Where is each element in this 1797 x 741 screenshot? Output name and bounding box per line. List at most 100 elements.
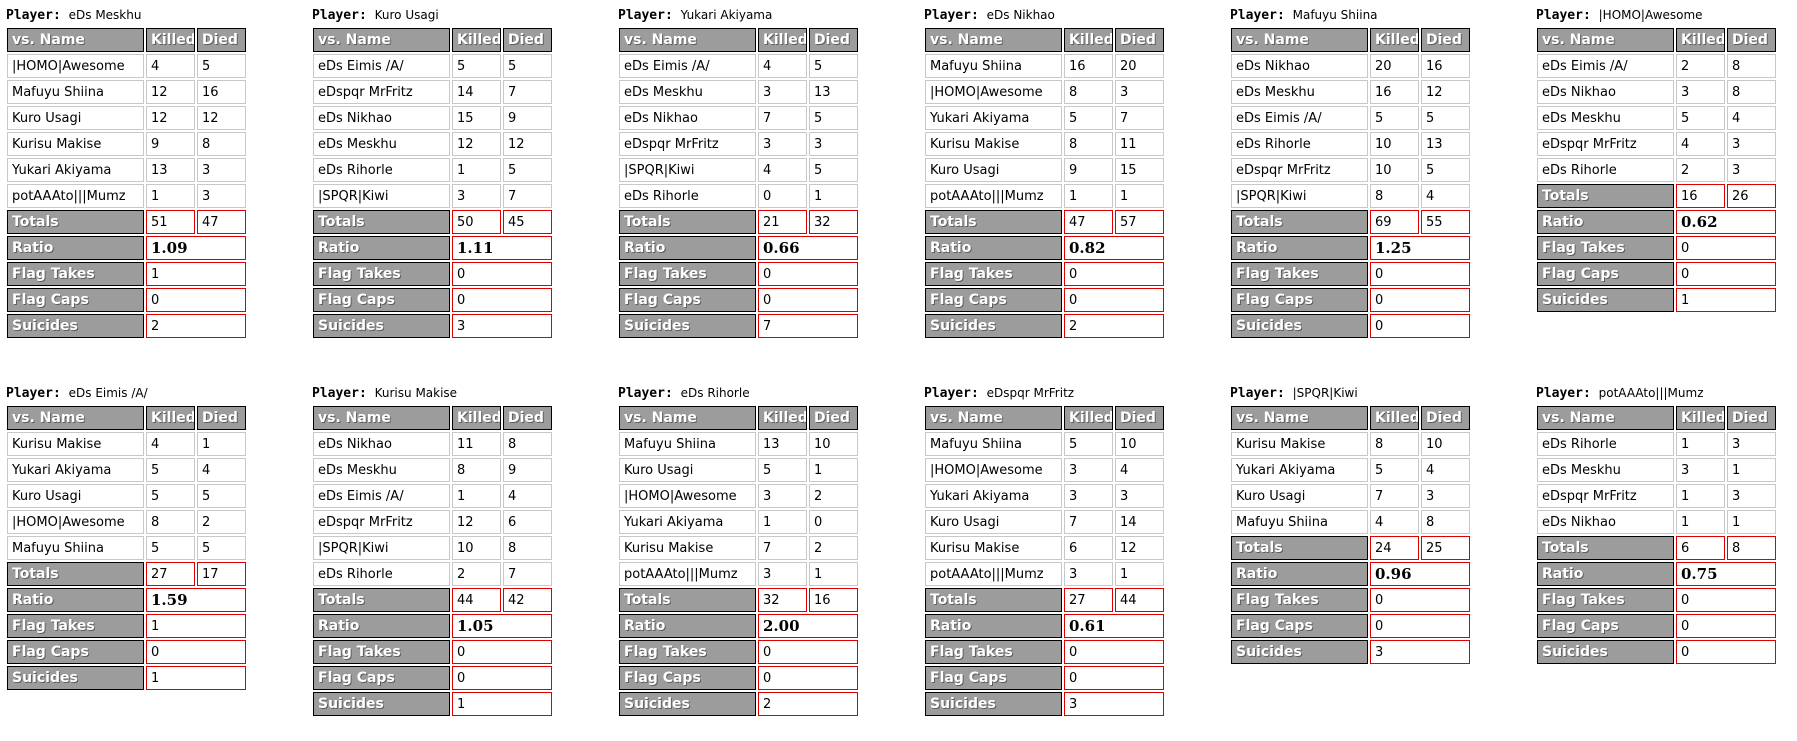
flag-caps-row: Flag Caps 0 xyxy=(619,288,858,312)
totals-died-cell: 8 xyxy=(1727,536,1776,560)
opponent-died-cell: 3 xyxy=(1727,132,1776,156)
player-name: eDs Eimis /A/ xyxy=(68,386,148,400)
totals-label-cell: Totals xyxy=(313,588,450,612)
header-row: vs. Name Killed Died xyxy=(925,28,1164,52)
opponent-killed-cell: 3 xyxy=(758,484,807,508)
flag-caps-row: Flag Caps 0 xyxy=(313,288,552,312)
totals-row: Totals 21 32 xyxy=(619,210,858,234)
flag-takes-label-cell: Flag Takes xyxy=(1537,236,1674,260)
opponent-died-cell: 15 xyxy=(1115,158,1164,182)
player-name: eDs Rihorle xyxy=(680,386,750,400)
flag-takes-row: Flag Takes 0 xyxy=(925,640,1164,664)
player-label: Player: eDs Meskhu xyxy=(6,8,248,23)
suicides-row: Suicides 3 xyxy=(313,314,552,338)
opponent-killed-cell: 7 xyxy=(758,536,807,560)
player-label: Player: Kurisu Makise xyxy=(312,386,554,401)
suicides-value-cell: 0 xyxy=(1370,314,1470,338)
player-name: |SPQR|Kiwi xyxy=(1292,386,1358,400)
opponent-row: Kuro Usagi 5 1 xyxy=(619,458,858,482)
player-stats-table: Player: eDs Eimis /A/ vs. Name Killed Di… xyxy=(5,384,248,692)
opponent-died-cell: 4 xyxy=(1421,184,1470,208)
totals-died-cell: 16 xyxy=(809,588,858,612)
opponent-name-cell: eDs Eimis /A/ xyxy=(619,54,756,78)
totals-died-cell: 32 xyxy=(809,210,858,234)
player-label-prefix: Player: xyxy=(618,8,673,23)
opponent-died-cell: 1 xyxy=(1115,184,1164,208)
opponent-row: Kurisu Makise 4 1 xyxy=(7,432,246,456)
flag-takes-label-cell: Flag Takes xyxy=(619,262,756,286)
opponent-killed-cell: 5 xyxy=(146,536,195,560)
opponent-row: Mafuyu Shiina 16 20 xyxy=(925,54,1164,78)
stats-grid-row-bottom: Player: eDs Eimis /A/ vs. Name Killed Di… xyxy=(5,384,1797,718)
opponent-died-cell: 3 xyxy=(809,132,858,156)
opponent-died-cell: 12 xyxy=(197,106,246,130)
totals-row: Totals 27 17 xyxy=(7,562,246,586)
opponent-row: |HOMO|Awesome 3 4 xyxy=(925,458,1164,482)
col-header-killed: Killed xyxy=(1370,28,1419,52)
player-stats-table: Player: Mafuyu Shiina vs. Name Killed Di… xyxy=(1229,6,1472,340)
opponent-died-cell: 9 xyxy=(503,106,552,130)
totals-died-cell: 42 xyxy=(503,588,552,612)
flag-takes-label-cell: Flag Takes xyxy=(7,262,144,286)
ratio-value-cell: 1.11 xyxy=(452,236,552,260)
opponent-name-cell: eDs Meskhu xyxy=(1231,80,1368,104)
suicides-row: Suicides 1 xyxy=(1537,288,1776,312)
totals-label-cell: Totals xyxy=(1537,536,1674,560)
flag-takes-label-cell: Flag Takes xyxy=(313,262,450,286)
opponent-name-cell: Kurisu Makise xyxy=(7,432,144,456)
opponent-died-cell: 3 xyxy=(1421,484,1470,508)
opponent-died-cell: 11 xyxy=(1115,132,1164,156)
totals-killed-cell: 47 xyxy=(1064,210,1113,234)
totals-killed-cell: 16 xyxy=(1676,184,1725,208)
opponent-row: Kurisu Makise 8 11 xyxy=(925,132,1164,156)
opponent-killed-cell: 10 xyxy=(1370,132,1419,156)
opponent-row: |SPQR|Kiwi 10 8 xyxy=(313,536,552,560)
totals-died-cell: 17 xyxy=(197,562,246,586)
player-label: Player: |HOMO|Awesome xyxy=(1536,8,1778,23)
opponent-name-cell: potAAAto|||Mumz xyxy=(925,184,1062,208)
totals-killed-cell: 51 xyxy=(146,210,195,234)
opponent-died-cell: 7 xyxy=(503,184,552,208)
flag-takes-value-cell: 0 xyxy=(1676,588,1776,612)
opponent-died-cell: 1 xyxy=(1115,562,1164,586)
opponent-killed-cell: 0 xyxy=(758,184,807,208)
stats-table: vs. Name Killed Died eDs Eimis /A/ 5 5 e… xyxy=(311,26,554,340)
flag-caps-label-cell: Flag Caps xyxy=(7,288,144,312)
opponent-row: Kuro Usagi 7 14 xyxy=(925,510,1164,534)
suicides-label-cell: Suicides xyxy=(7,314,144,338)
flag-takes-value-cell: 1 xyxy=(146,262,246,286)
opponent-name-cell: Yukari Akiyama xyxy=(925,106,1062,130)
col-header-vs-name: vs. Name xyxy=(313,406,450,430)
opponent-died-cell: 5 xyxy=(503,158,552,182)
suicides-label-cell: Suicides xyxy=(925,314,1062,338)
ratio-row: Ratio 1.05 xyxy=(313,614,552,638)
opponent-name-cell: potAAAto|||Mumz xyxy=(7,184,144,208)
flag-caps-row: Flag Caps 0 xyxy=(7,288,246,312)
opponent-name-cell: Kuro Usagi xyxy=(7,484,144,508)
suicides-row: Suicides 0 xyxy=(1537,640,1776,664)
opponent-name-cell: Yukari Akiyama xyxy=(925,484,1062,508)
flag-takes-value-cell: 0 xyxy=(452,262,552,286)
stats-table: vs. Name Killed Died Kurisu Makise 8 10 … xyxy=(1229,404,1472,666)
col-header-killed: Killed xyxy=(758,28,807,52)
col-header-vs-name: vs. Name xyxy=(1231,406,1368,430)
totals-label-cell: Totals xyxy=(925,588,1062,612)
opponent-killed-cell: 11 xyxy=(452,432,501,456)
flag-takes-label-cell: Flag Takes xyxy=(1231,262,1368,286)
stats-table: vs. Name Killed Died Mafuyu Shiina 5 10 … xyxy=(923,404,1166,718)
col-header-killed: Killed xyxy=(1676,28,1725,52)
totals-label-cell: Totals xyxy=(619,588,756,612)
col-header-died: Died xyxy=(1727,28,1776,52)
suicides-row: Suicides 3 xyxy=(1231,640,1470,664)
ratio-label-cell: Ratio xyxy=(313,236,450,260)
player-name: |HOMO|Awesome xyxy=(1598,8,1703,22)
ratio-value-cell: 1.09 xyxy=(146,236,246,260)
opponent-died-cell: 4 xyxy=(1421,458,1470,482)
header-row: vs. Name Killed Died xyxy=(1537,28,1776,52)
stats-table: vs. Name Killed Died Mafuyu Shiina 13 10… xyxy=(617,404,860,718)
opponent-row: eDs Meskhu 3 1 xyxy=(1537,458,1776,482)
ratio-value-cell: 0.66 xyxy=(758,236,858,260)
flag-caps-label-cell: Flag Caps xyxy=(925,288,1062,312)
opponent-row: eDs Eimis /A/ 5 5 xyxy=(1231,106,1470,130)
opponent-died-cell: 16 xyxy=(197,80,246,104)
